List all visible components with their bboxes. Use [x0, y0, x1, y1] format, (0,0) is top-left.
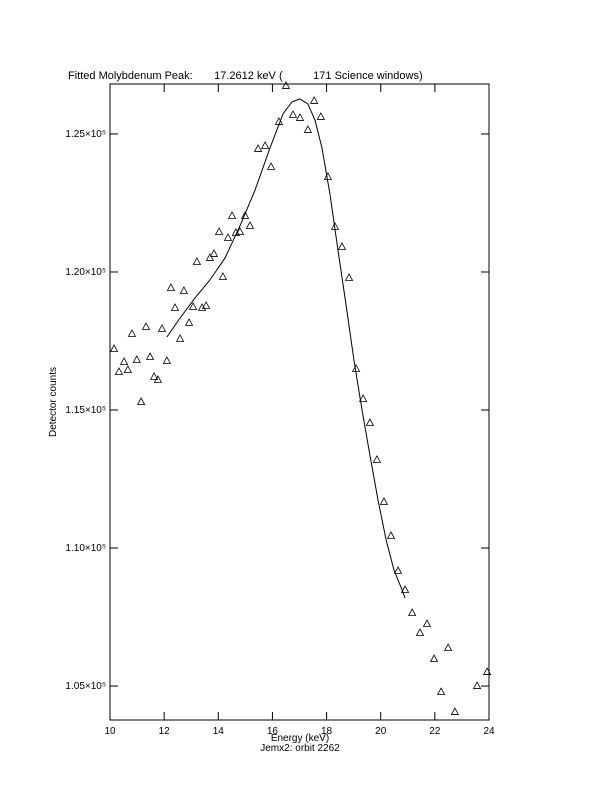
data-point — [192, 257, 202, 265]
data-point — [365, 418, 375, 426]
data-point — [145, 352, 155, 360]
data-point — [400, 585, 410, 593]
data-point — [201, 301, 211, 309]
data-point — [386, 531, 396, 539]
data-point — [235, 227, 245, 235]
data-point — [344, 273, 354, 281]
data-point — [379, 497, 389, 505]
x-tick-label: 16 — [267, 726, 279, 737]
data-point — [184, 318, 194, 326]
data-point — [482, 667, 492, 675]
x-tick-label: 24 — [483, 726, 495, 737]
data-point — [214, 227, 224, 235]
data-point — [472, 681, 482, 689]
data-point — [323, 172, 333, 180]
data-point — [227, 211, 237, 219]
data-point — [281, 81, 291, 89]
x-tick-label: 18 — [321, 726, 333, 737]
data-point — [450, 707, 460, 715]
data-point — [316, 112, 326, 120]
data-point — [166, 283, 176, 291]
data-point — [149, 372, 159, 380]
data-point — [170, 303, 180, 311]
data-point — [260, 141, 270, 149]
data-point — [245, 221, 255, 229]
data-point — [162, 356, 172, 364]
data-point — [136, 397, 146, 405]
data-point — [295, 113, 305, 121]
y-axis-label: Detector counts — [48, 367, 59, 437]
chart-title: Fitted Molybdenum Peak: 17.2612 keV ( 17… — [68, 70, 423, 82]
x-tick-label: 22 — [429, 726, 441, 737]
y-tick-label: 1.05×10⁵ — [65, 681, 106, 692]
data-point — [443, 643, 453, 651]
data-point — [240, 211, 250, 219]
data-point — [197, 303, 207, 311]
data-point — [218, 272, 228, 280]
x-tick-label: 14 — [213, 726, 225, 737]
data-point — [303, 125, 313, 133]
data-point — [266, 162, 276, 170]
data-point — [253, 144, 263, 152]
data-point — [205, 253, 215, 261]
data-point — [123, 365, 133, 373]
data-point — [119, 357, 129, 365]
data-point — [127, 329, 137, 337]
x-tick-label: 10 — [104, 726, 116, 737]
y-tick-label: 1.15×10⁵ — [65, 405, 106, 416]
data-point — [223, 233, 233, 241]
y-tick-label: 1.25×10⁵ — [65, 129, 106, 140]
data-point — [309, 96, 319, 104]
plot-frame — [109, 83, 490, 721]
data-point — [188, 302, 198, 310]
data-point — [179, 286, 189, 294]
data-point — [209, 249, 219, 257]
data-point — [288, 110, 298, 118]
data-point — [422, 619, 432, 627]
data-point — [132, 355, 141, 363]
data-point — [153, 375, 163, 383]
y-tick-label: 1.20×10⁵ — [65, 267, 106, 278]
y-tick-label: 1.10×10⁵ — [65, 543, 106, 554]
footnote: Jemx2: orbit 2262 — [260, 743, 340, 754]
data-point — [114, 367, 124, 375]
data-point — [372, 455, 382, 463]
data-point — [175, 334, 185, 342]
data-point — [109, 344, 119, 352]
x-tick-label: 20 — [375, 726, 387, 737]
x-tick-label: 12 — [159, 726, 171, 737]
data-point — [141, 322, 151, 330]
x-axis-label: Energy (keV) — [271, 733, 329, 744]
data-point — [157, 324, 167, 332]
data-point — [337, 242, 347, 250]
data-point — [358, 394, 368, 402]
fit-line — [166, 98, 406, 599]
data-point — [429, 654, 439, 662]
data-point — [407, 608, 417, 616]
data-point — [415, 628, 425, 636]
data-point — [393, 566, 403, 574]
data-point — [436, 687, 446, 695]
